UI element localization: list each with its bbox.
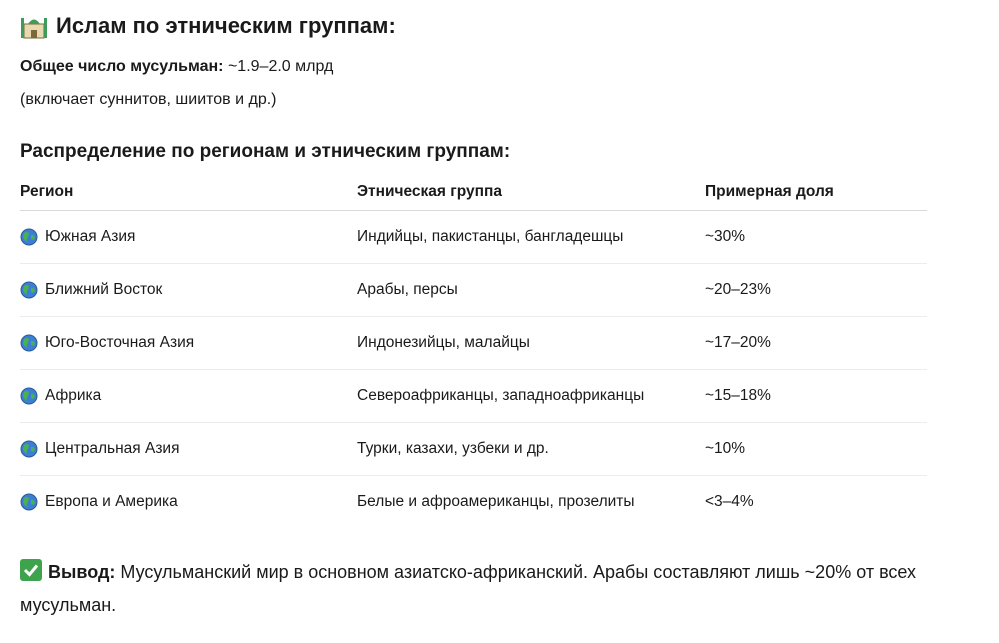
summary: Общее число мусульман: ~1.9–2.0 млрд: [20, 58, 333, 76]
table-cell: Европа и Америка: [20, 476, 357, 529]
globe-land: [23, 285, 35, 295]
table-cell: Ближний Восток: [20, 263, 357, 317]
column-header: Этническая группа: [357, 174, 705, 211]
column-header: Примерная доля: [705, 174, 927, 211]
table-cell: Африка: [20, 369, 357, 423]
table-cell: Центральная Азия: [20, 422, 357, 476]
summary-value: ~1.9–2.0 млрд: [227, 58, 334, 75]
table-cell: ~30%: [705, 210, 927, 264]
summary-label: Общее число мусульман:: [20, 58, 224, 75]
conclusion: Вывод: Мусульманский мир в основном азиа…: [20, 556, 920, 622]
table-row: Ближний Восток Арабы, персы ~20–23%: [20, 263, 927, 317]
column-header: Регион: [20, 174, 357, 211]
table-header: Регион Этническая группа Примерная доля: [20, 174, 927, 211]
table-cell: ~10%: [705, 422, 927, 476]
region-name: Юго-Восточная Азия: [45, 334, 195, 351]
region-name: Европа и Америка: [45, 493, 178, 510]
globe-land: [23, 338, 35, 348]
globe-icon: [20, 440, 38, 458]
mosque-icon: [21, 18, 47, 39]
region-name: Южная Азия: [45, 228, 136, 245]
globe-icon: [20, 228, 38, 246]
section-title: Распределение по регионам и этническим г…: [20, 141, 511, 162]
globe-land: [23, 444, 35, 454]
table-cell: Индийцы, пакистанцы, бангладешцы: [357, 210, 705, 264]
table-cell: Североафриканцы, западноафриканцы: [357, 369, 705, 423]
globe-icon: [20, 334, 38, 352]
table-cell: Арабы, персы: [357, 263, 705, 317]
check-icon: [20, 559, 42, 581]
region-cell: Центральная Азия: [20, 440, 357, 458]
globe-icon: [20, 281, 38, 299]
globe-icon: [20, 493, 38, 511]
summary-note: (включает суннитов, шиитов и др.): [20, 91, 277, 108]
table-cell: Турки, казахи, узбеки и др.: [357, 422, 705, 476]
conclusion-label: Вывод:: [48, 562, 116, 582]
region-table: Регион Этническая группа Примерная доля Юж…: [20, 174, 927, 528]
region-cell: Южная Азия: [20, 228, 357, 246]
conclusion-text: Мусульманский мир в основном азиатско-аф…: [20, 562, 917, 615]
table-body: Южная Азия Индийцы, пакистанцы, бангладеш…: [20, 210, 927, 529]
globe-land: [23, 232, 35, 242]
table-row: Африка Североафриканцы, западноафриканцы ~…: [20, 369, 927, 423]
table-row: Южная Азия Индийцы, пакистанцы, бангладеш…: [20, 210, 927, 264]
title: Ислам по этническим группам:: [56, 13, 396, 38]
table-cell: Южная Азия: [20, 210, 357, 264]
table-cell: <3–4%: [705, 493, 754, 510]
globe-land: [23, 497, 35, 507]
table-cell: Юго-Восточная Азия: [20, 316, 357, 370]
globe-land: [23, 391, 35, 401]
table-cell: Индонезийцы, малайцы: [357, 316, 705, 370]
table-cell: Белые и афроамериканцы, прозелиты: [357, 493, 635, 510]
table-row: Центральная Азия Турки, казахи, узбеки и …: [20, 422, 927, 476]
table-cell: ~20–23%: [705, 263, 927, 317]
table-cell: ~17–20%: [705, 316, 927, 370]
table-row: Европа и Америка Белые и афроамериканцы, …: [20, 476, 927, 529]
region-cell: Юго-Восточная Азия: [20, 334, 357, 352]
title-row: Ислам по этническим группам:: [20, 10, 396, 42]
region-cell: Ближний Восток: [20, 281, 357, 299]
region-cell: Африка: [20, 387, 357, 405]
table-row: Юго-Восточная Азия Индонезийцы, малайцы ~1…: [20, 316, 927, 370]
region-name: Центральная Азия: [45, 440, 180, 457]
table-cell: ~15–18%: [705, 369, 927, 423]
region-cell: Европа и Америка: [20, 493, 357, 511]
region-name: Африка: [45, 387, 102, 404]
globe-icon: [20, 387, 38, 405]
region-name: Ближний Восток: [45, 281, 163, 298]
